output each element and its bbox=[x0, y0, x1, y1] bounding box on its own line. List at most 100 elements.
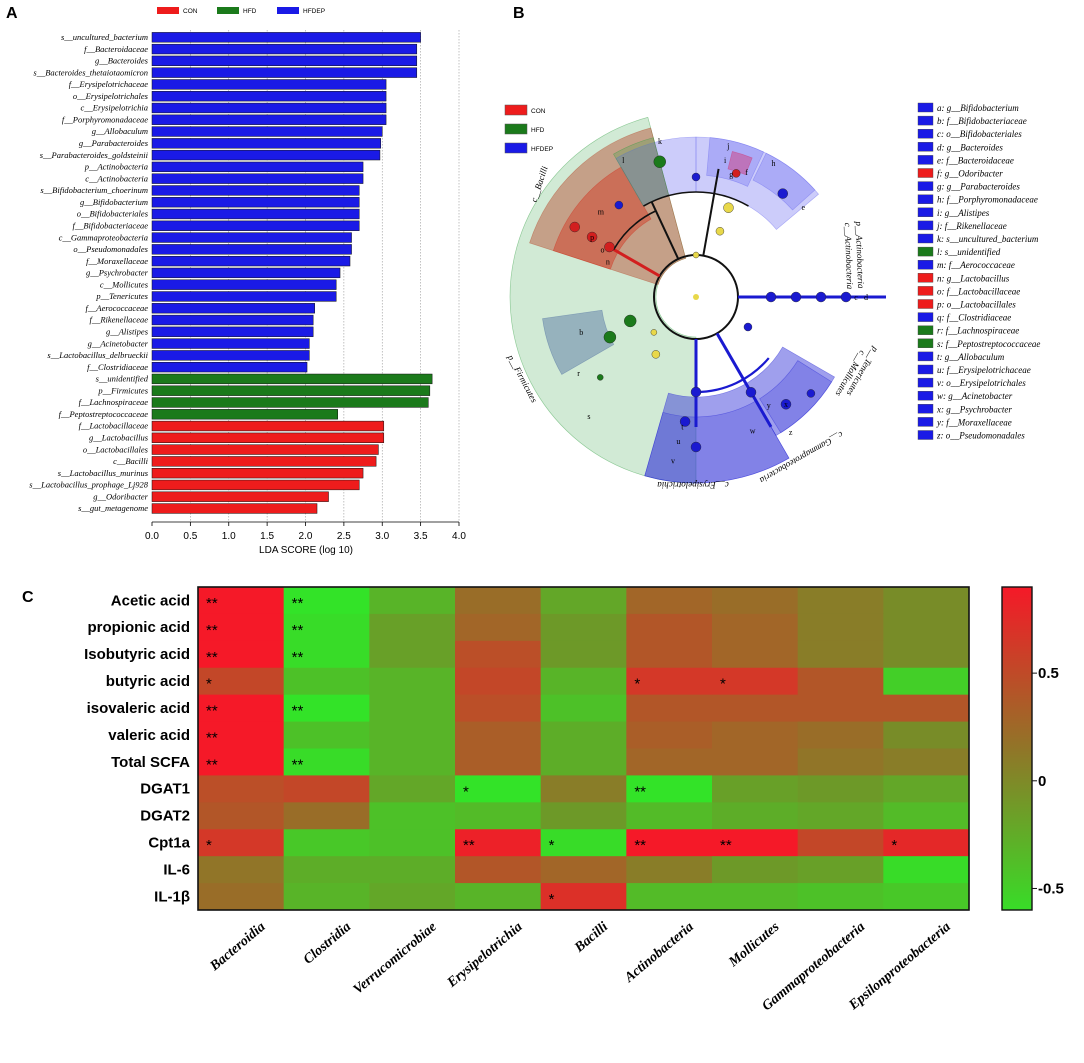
clade-label: c__Erysipelotrichia bbox=[657, 480, 729, 490]
clade-letter: h bbox=[772, 159, 776, 168]
key-label: o: f__Lactobacillaceae bbox=[937, 286, 1020, 296]
tree-node bbox=[715, 227, 725, 236]
bar bbox=[151, 456, 377, 467]
tree-node bbox=[777, 188, 788, 199]
bar bbox=[151, 173, 364, 184]
bar bbox=[151, 114, 387, 125]
bar-label: s__Parabacteroides_goldsteinii bbox=[40, 150, 149, 160]
clade-letter: s bbox=[587, 412, 590, 421]
heatmap-cell bbox=[369, 829, 456, 857]
odoribacter-band bbox=[727, 151, 753, 176]
bar-label: f__Rikenellaceae bbox=[89, 315, 148, 325]
row-label: Isobutyric acid bbox=[84, 646, 190, 663]
key-swatch bbox=[917, 351, 934, 362]
bar-label: g__Odoribacter bbox=[93, 491, 148, 501]
heatmap-cell bbox=[198, 775, 285, 803]
row-label: DGAT1 bbox=[140, 781, 190, 798]
heatmap-cell bbox=[455, 667, 542, 696]
column-label: Erysipelotrichia bbox=[444, 920, 525, 992]
key-label: d: g__Bacteroides bbox=[937, 142, 1003, 152]
significance-mark: * bbox=[463, 783, 469, 800]
heatmap-cell bbox=[455, 640, 542, 669]
key-swatch bbox=[917, 391, 934, 401]
row-label: Acetic acid bbox=[111, 592, 190, 609]
heatmap-cell bbox=[198, 587, 285, 615]
tree-node bbox=[780, 399, 792, 410]
heatmap-cell bbox=[540, 856, 627, 884]
heatmap-cell bbox=[455, 829, 542, 857]
bar bbox=[151, 91, 387, 102]
key-swatch bbox=[917, 364, 934, 375]
key-swatch bbox=[917, 417, 934, 427]
bar-label: f__Peptostreptococcaceae bbox=[59, 409, 149, 419]
porphyromonadaceae-band bbox=[706, 137, 765, 187]
bar bbox=[151, 208, 360, 220]
heatmap-cell bbox=[283, 721, 370, 749]
tree-node bbox=[765, 291, 777, 303]
heatmap-cell bbox=[712, 748, 799, 776]
bar-label: s__uncultured_bacterium bbox=[61, 32, 148, 42]
key-label: s: f__Peptostreptococcaceae bbox=[937, 339, 1040, 349]
bar bbox=[151, 161, 364, 173]
legend-swatch-hfd bbox=[217, 7, 239, 14]
significance-mark: ** bbox=[292, 595, 304, 612]
tree-node bbox=[840, 291, 852, 303]
tree-arc bbox=[643, 191, 749, 207]
bar-label: f__Moraxellaceae bbox=[86, 256, 148, 266]
x-tick-label: 1.0 bbox=[222, 531, 236, 542]
significance-mark: ** bbox=[292, 622, 304, 639]
heatmap-cell bbox=[369, 694, 456, 723]
row-label: IL-1β bbox=[154, 888, 190, 905]
tree-node bbox=[745, 387, 757, 398]
bar-label: f__Lachnospiraceae bbox=[79, 397, 149, 407]
heatmap-cell bbox=[283, 856, 370, 884]
clade-letter: x bbox=[784, 400, 788, 409]
clado-legend-swatch-hfdep bbox=[504, 142, 528, 154]
heatmap-cell bbox=[712, 802, 799, 830]
row-label: propionic acid bbox=[87, 619, 190, 636]
column-label: Bacilli bbox=[571, 920, 611, 957]
heatmap-cell bbox=[883, 613, 970, 642]
heatmap-cell bbox=[455, 694, 542, 723]
tree-arc bbox=[613, 210, 657, 250]
bar bbox=[151, 79, 387, 90]
key-label: y: f__Moraxellaceae bbox=[936, 417, 1012, 427]
clade-letter: l bbox=[622, 156, 625, 165]
key-swatch bbox=[917, 194, 934, 204]
x-tick-label: 0.0 bbox=[145, 531, 159, 542]
bar-label: o__Lactobacillales bbox=[83, 444, 149, 454]
heatmap-cell bbox=[626, 721, 713, 749]
firmicutes-sector bbox=[509, 116, 697, 484]
significance-mark: * bbox=[720, 676, 726, 693]
key-swatch bbox=[917, 155, 934, 165]
key-label: c: o__Bifidobacteriales bbox=[937, 129, 1022, 139]
heatmap-cell bbox=[883, 856, 970, 884]
bar-label: s__gut_metagenome bbox=[78, 503, 148, 513]
key-label: a: g__Bifidobacterium bbox=[937, 103, 1019, 113]
key-label: p: o__Lactobacillales bbox=[936, 300, 1016, 310]
row-label: Total SCFA bbox=[111, 754, 190, 771]
heatmap-cell bbox=[540, 587, 627, 615]
bacteroidaceae-band bbox=[752, 152, 816, 211]
key-label: m: f__Aerococcaceae bbox=[937, 260, 1015, 270]
colorbar-tick-label: 0.5 bbox=[1038, 665, 1059, 682]
tree-node bbox=[653, 155, 666, 168]
heatmap-cell bbox=[283, 748, 370, 776]
heatmap-cell bbox=[283, 883, 370, 911]
bar-label: g__Parabacteroides bbox=[79, 138, 149, 148]
tree-node bbox=[790, 291, 802, 303]
bar-label: g__Alistipes bbox=[106, 327, 149, 337]
clade-letter: n bbox=[606, 257, 610, 266]
key-swatch bbox=[917, 299, 934, 309]
bar-label: s__Lactobacillus_delbrueckii bbox=[47, 350, 148, 360]
clado-legend-label-con: CON bbox=[531, 108, 546, 115]
bar-label: o__Pseudomonadales bbox=[73, 244, 148, 254]
heatmap-cell bbox=[626, 667, 713, 696]
key-swatch bbox=[917, 233, 934, 244]
heatmap-cell bbox=[883, 748, 970, 776]
bar bbox=[151, 397, 429, 408]
colorbar-tick-label: -0.5 bbox=[1038, 880, 1064, 897]
heatmap-cell bbox=[198, 748, 285, 776]
significance-mark: ** bbox=[206, 703, 218, 720]
significance-mark: ** bbox=[292, 756, 304, 773]
